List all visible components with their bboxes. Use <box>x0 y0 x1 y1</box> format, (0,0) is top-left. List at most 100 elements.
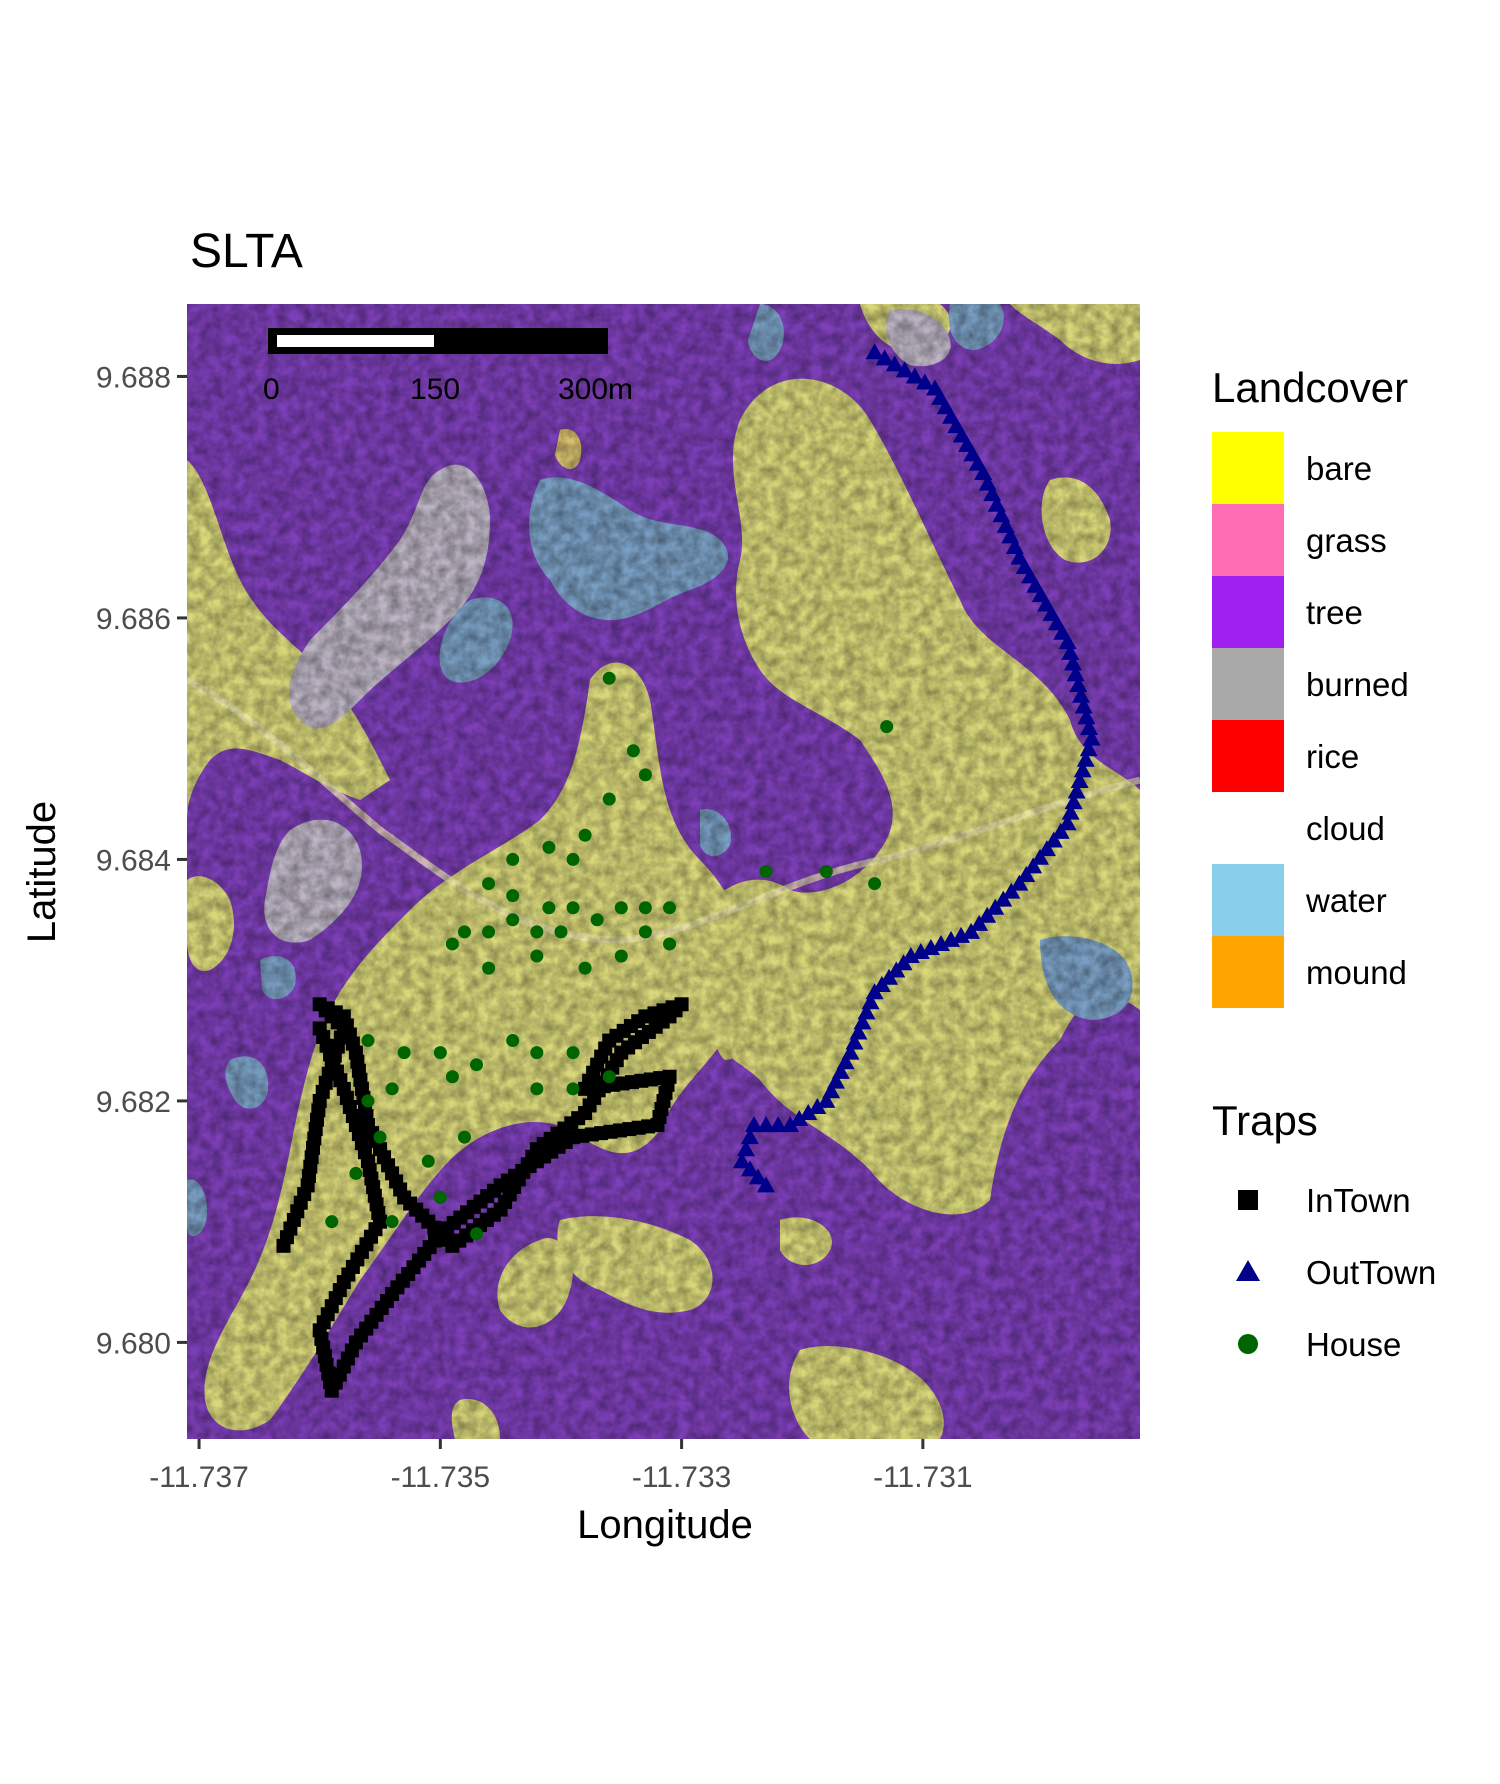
scale-bar-label-150: 150 <box>410 373 460 406</box>
outtown-trap-marker <box>817 1091 836 1108</box>
x-tick-label: -11.733 <box>632 1461 732 1494</box>
legend-key-tree <box>1212 576 1284 648</box>
outtown-trap-marker <box>1079 740 1098 757</box>
outtown-trap-marker <box>865 343 884 360</box>
outtown-trap-marker <box>736 1140 755 1157</box>
house-point <box>506 913 520 927</box>
house-point <box>530 1082 544 1096</box>
outtown-traps-layer <box>732 343 1101 1193</box>
house-point <box>445 1070 459 1084</box>
legend-label-burned: burned <box>1306 666 1409 703</box>
house-point <box>638 925 652 939</box>
legend-key-intown <box>1238 1190 1258 1210</box>
outtown-trap-marker <box>1058 633 1077 650</box>
legend-label-house: House <box>1306 1326 1401 1363</box>
y-tick-label: 9.688 <box>96 361 171 394</box>
outtown-trap-marker <box>894 954 913 971</box>
house-point <box>530 925 544 939</box>
outtown-trap-marker <box>970 914 989 931</box>
outtown-trap-marker <box>1017 865 1036 882</box>
x-tick-label: -11.737 <box>149 1461 249 1494</box>
intown-trap-marker <box>312 1021 327 1036</box>
outtown-trap-marker <box>952 926 971 943</box>
outtown-trap-marker <box>1082 729 1101 746</box>
scale-bar-label-300m: 300m <box>558 373 633 406</box>
outtown-trap-marker <box>1066 665 1085 682</box>
house-point <box>470 1058 484 1072</box>
house-point <box>554 925 568 939</box>
house-point <box>506 1034 520 1048</box>
legend-label-outtown: OutTown <box>1306 1254 1436 1291</box>
outtown-trap-marker <box>1051 822 1070 839</box>
house-point <box>626 744 640 758</box>
outtown-trap-marker <box>1061 803 1080 820</box>
outtown-trap-marker <box>1037 840 1056 857</box>
house-point <box>506 889 520 903</box>
house-point <box>578 828 592 842</box>
outtown-trap-marker <box>978 906 997 923</box>
outtown-trap-marker <box>790 1110 809 1127</box>
house-point <box>663 937 677 951</box>
house-point <box>385 1082 399 1096</box>
y-tick-label: 9.682 <box>96 1086 171 1119</box>
outtown-trap-marker <box>1061 643 1080 660</box>
outtown-trap-marker <box>1064 793 1083 810</box>
outtown-trap-marker <box>1077 708 1096 725</box>
legend-label-intown: InTown <box>1306 1182 1411 1219</box>
outtown-trap-marker <box>1058 814 1077 831</box>
house-point <box>457 1130 471 1144</box>
y-tick-label: 9.680 <box>96 1327 171 1360</box>
outtown-trap-marker <box>1063 654 1082 671</box>
outtown-trap-marker <box>732 1152 751 1169</box>
outtown-trap-marker <box>1069 676 1088 693</box>
outtown-trap-marker <box>1024 857 1043 874</box>
house-point <box>638 768 652 782</box>
legend-label-mound: mound <box>1306 954 1407 991</box>
imagery-texture <box>187 304 1140 1439</box>
house-point <box>638 901 652 915</box>
scale-bar-label-0: 0 <box>263 373 280 406</box>
legend-key-house <box>1238 1334 1258 1354</box>
house-point <box>433 1046 447 1060</box>
outtown-trap-marker <box>887 961 906 978</box>
house-point <box>482 877 496 891</box>
house-point <box>361 1094 375 1108</box>
legend-key-burned <box>1212 648 1284 720</box>
y-tick-label: 9.684 <box>96 844 171 877</box>
outtown-trap-marker <box>962 922 981 939</box>
legend-key-outtown <box>1236 1260 1260 1281</box>
outtown-trap-marker <box>1072 686 1091 703</box>
x-axis-ticks: -11.737 -11.735 -11.733 -11.731 <box>149 1439 973 1494</box>
outtown-trap-marker <box>986 898 1005 915</box>
house-point <box>566 1082 580 1096</box>
outtown-trap-marker <box>781 1116 800 1133</box>
scale-bar-segment-white <box>277 335 434 347</box>
legend-key-rice <box>1212 720 1284 792</box>
house-point <box>530 1046 544 1060</box>
x-axis-title: Longitude <box>577 1503 753 1547</box>
house-point <box>614 949 628 963</box>
house-point <box>470 1227 484 1241</box>
outtown-trap-marker <box>905 367 924 384</box>
outtown-trap-marker <box>799 1103 818 1120</box>
legend-label-bare: bare <box>1306 450 1372 487</box>
house-point <box>445 937 459 951</box>
house-point <box>349 1166 363 1180</box>
map-panel <box>187 304 1140 1439</box>
house-point <box>566 852 580 866</box>
legend-key-mound <box>1212 936 1284 1008</box>
house-point <box>433 1191 447 1205</box>
outtown-trap-marker <box>911 942 930 959</box>
legend-label-grass: grass <box>1306 522 1387 559</box>
house-point <box>602 792 616 806</box>
outtown-trap-marker <box>931 934 950 951</box>
house-point <box>325 1215 339 1229</box>
outtown-trap-marker <box>901 947 920 964</box>
y-tick-label: 9.686 <box>96 603 171 636</box>
house-point <box>868 877 882 891</box>
landcover-legend: bare grass tree burned rice cloud water mound <box>1212 432 1409 1008</box>
outtown-trap-marker <box>994 890 1013 907</box>
house-point <box>373 1130 387 1144</box>
x-tick-label: -11.735 <box>391 1461 491 1494</box>
outtown-trap-marker <box>740 1160 759 1177</box>
